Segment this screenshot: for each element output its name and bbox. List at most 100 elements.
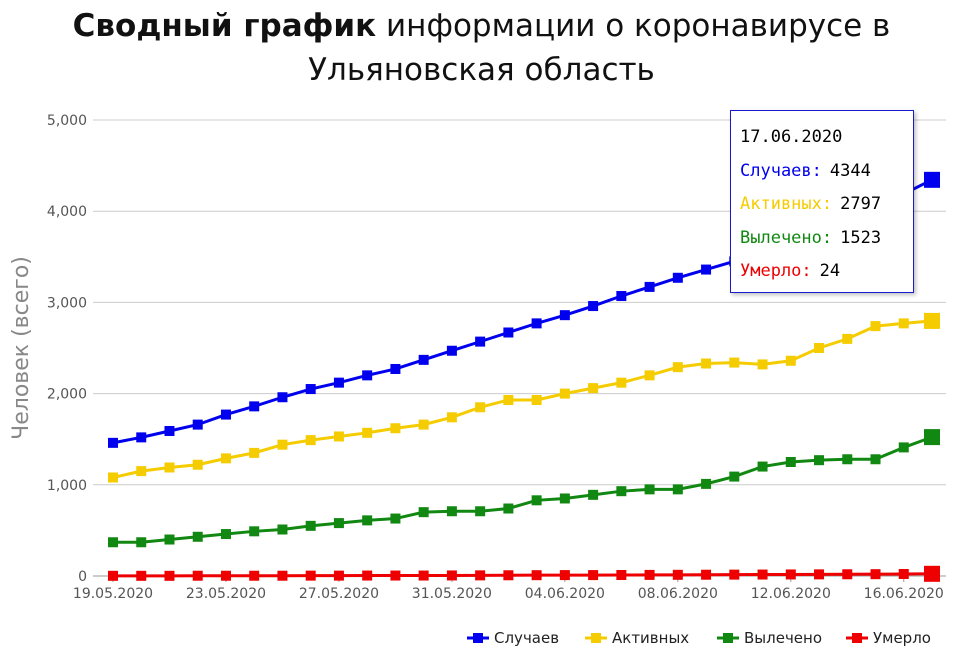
data-point [729,471,740,482]
x-tick-label: 04.06.2020 [525,586,605,602]
legend-label: Умерло [873,629,931,647]
tooltip-row-deaths: Умерло: 24 [740,259,913,293]
data-point [277,570,288,581]
data-tooltip: 17.06.2020 Случаев: 4344 Активных: 2797 Вы… [730,110,914,293]
x-tick-label: 19.05.2020 [73,586,153,602]
legend[interactable]: Случаев Активных Вылечено Умерло [467,629,931,647]
data-point [559,310,570,321]
data-point [785,355,796,366]
data-point [644,281,655,292]
data-point [362,515,373,526]
data-point [362,427,373,438]
data-point [588,489,599,500]
chart-title: Сводный график информации о коронавирусе… [0,4,963,92]
tooltip-value: 24 [819,261,841,281]
data-point [757,461,768,472]
tooltip-label: Умерло: [740,261,812,281]
data-point [588,570,599,581]
series-line [113,435,933,544]
legend-marker [473,633,483,643]
data-point [672,362,683,373]
data-point [924,171,940,188]
data-point [333,431,344,442]
y-tick-label: 1,000 [47,478,87,494]
data-point [814,343,825,353]
data-point [644,370,655,381]
tooltip-label: Вылечено: [740,227,833,248]
series-line [112,319,933,479]
data-point [870,569,881,580]
data-point [531,394,542,405]
legend-item[interactable]: Умерло [846,629,931,647]
data-point [192,570,203,581]
data-point [475,506,486,517]
data-point [164,570,175,581]
x-tick-label: 27.05.2020 [299,586,379,602]
data-point [192,531,203,542]
data-point [644,484,655,495]
tooltip-row-active: Активных: 2797 [740,192,913,226]
legend-marker [591,633,601,643]
x-tick-label: 23.05.2020 [186,586,266,602]
chart-title-rest: информации о коронавирусе в [386,8,891,44]
data-point [446,506,457,517]
data-point [701,264,712,275]
series-line [113,572,933,578]
data-point [785,569,796,580]
data-point [220,529,231,540]
data-point [757,359,768,370]
data-point [333,377,344,388]
data-point [277,392,288,403]
data-point [616,291,627,302]
data-point [362,370,373,381]
data-point [136,432,147,443]
data-point [924,565,940,582]
series-Вылечено [108,429,940,548]
data-point [616,377,627,388]
data-point [390,570,401,581]
legend-item[interactable]: Случаев [467,629,559,647]
data-point [924,312,940,329]
data-point [418,570,429,581]
data-point [785,457,796,467]
data-point [531,570,542,581]
series-Умерло [108,565,940,582]
data-point [418,507,429,518]
y-tick-label: 2,000 [47,387,87,403]
data-point [164,425,175,436]
x-tick-label: 31.05.2020 [412,586,492,602]
data-point [672,272,683,283]
x-tick-label: 12.06.2020 [751,586,831,602]
tooltip-row-cases: Случаев: 4344 [740,159,913,193]
data-point [164,534,175,545]
data-point [108,570,118,581]
data-point [305,570,316,581]
data-point [446,345,457,356]
data-point [305,520,316,531]
data-point [842,454,853,465]
data-point [390,513,401,524]
legend-item[interactable]: Вылечено [717,629,822,647]
series-Активных [108,312,940,483]
data-point [390,423,401,434]
data-point [644,569,655,580]
tooltip-value: 1523 [840,227,882,248]
data-point [333,570,344,581]
data-point [475,336,486,347]
data-point [418,354,429,365]
data-point [108,537,118,548]
axes: 0 1,000 2,000 3,000 4,000 5,000 19.05.2020 23.0… [9,113,944,602]
y-tick-label: 4,000 [47,204,87,220]
data-point [924,429,940,446]
data-point [870,454,881,465]
data-point [898,442,909,453]
chart-title-bold: Сводный график [72,8,377,44]
data-point [559,388,570,399]
data-point [559,570,570,581]
legend-item[interactable]: Активных [585,629,689,647]
data-point [814,569,825,580]
data-point [220,453,231,464]
data-point [277,439,288,450]
chart-title-line2: Ульяновская область [308,52,655,88]
